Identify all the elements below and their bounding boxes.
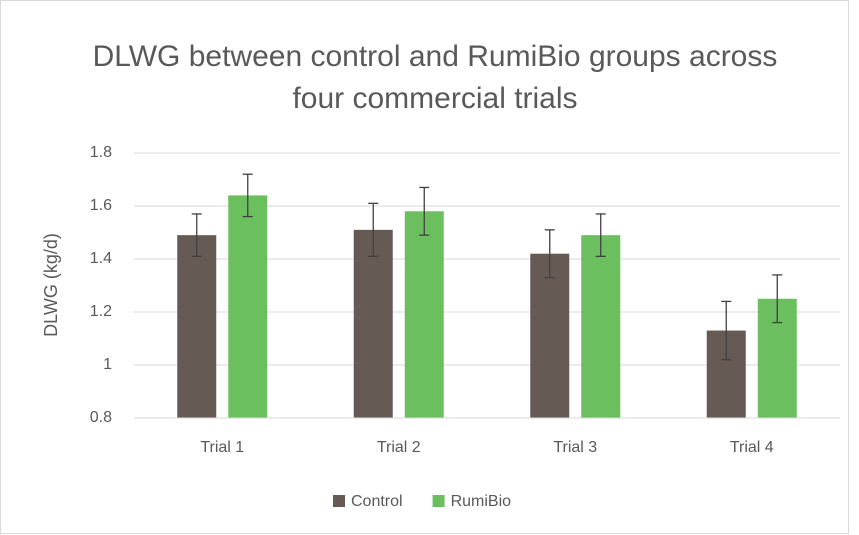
- error-bar: [772, 274, 783, 324]
- bar: [581, 235, 621, 418]
- error-bar: [191, 213, 202, 258]
- y-axis-label: DLWG (kg/d): [41, 233, 61, 337]
- bar: [404, 211, 444, 418]
- x-tick-label: Trial 2: [377, 439, 421, 456]
- y-tick-label: 1: [103, 356, 112, 373]
- y-tick-label: 1.6: [90, 197, 112, 214]
- x-tick-label: Trial 1: [200, 439, 244, 456]
- legend-label: RumiBio: [451, 493, 512, 510]
- legend-swatch: [333, 495, 345, 507]
- error-bar: [242, 173, 253, 218]
- error-bar: [419, 186, 430, 236]
- error-bar: [544, 229, 555, 279]
- y-tick-label: 0.8: [90, 409, 112, 426]
- y-tick-label: 1.8: [90, 144, 112, 161]
- bar: [353, 229, 393, 418]
- error-bar: [721, 300, 732, 361]
- bar: [177, 235, 217, 418]
- x-tick-label: Trial 4: [730, 439, 774, 456]
- legend-label: Control: [351, 493, 403, 510]
- error-bar: [368, 202, 379, 258]
- chart-title: DLWG between control and RumiBio groups …: [92, 40, 778, 115]
- error-bar: [595, 213, 606, 258]
- y-tick-label: 1.2: [90, 303, 112, 320]
- bar: [530, 253, 570, 418]
- bar: [228, 195, 268, 418]
- legend-swatch: [432, 495, 445, 507]
- x-tick-label: Trial 3: [553, 439, 597, 456]
- y-tick-label: 1.4: [90, 250, 112, 267]
